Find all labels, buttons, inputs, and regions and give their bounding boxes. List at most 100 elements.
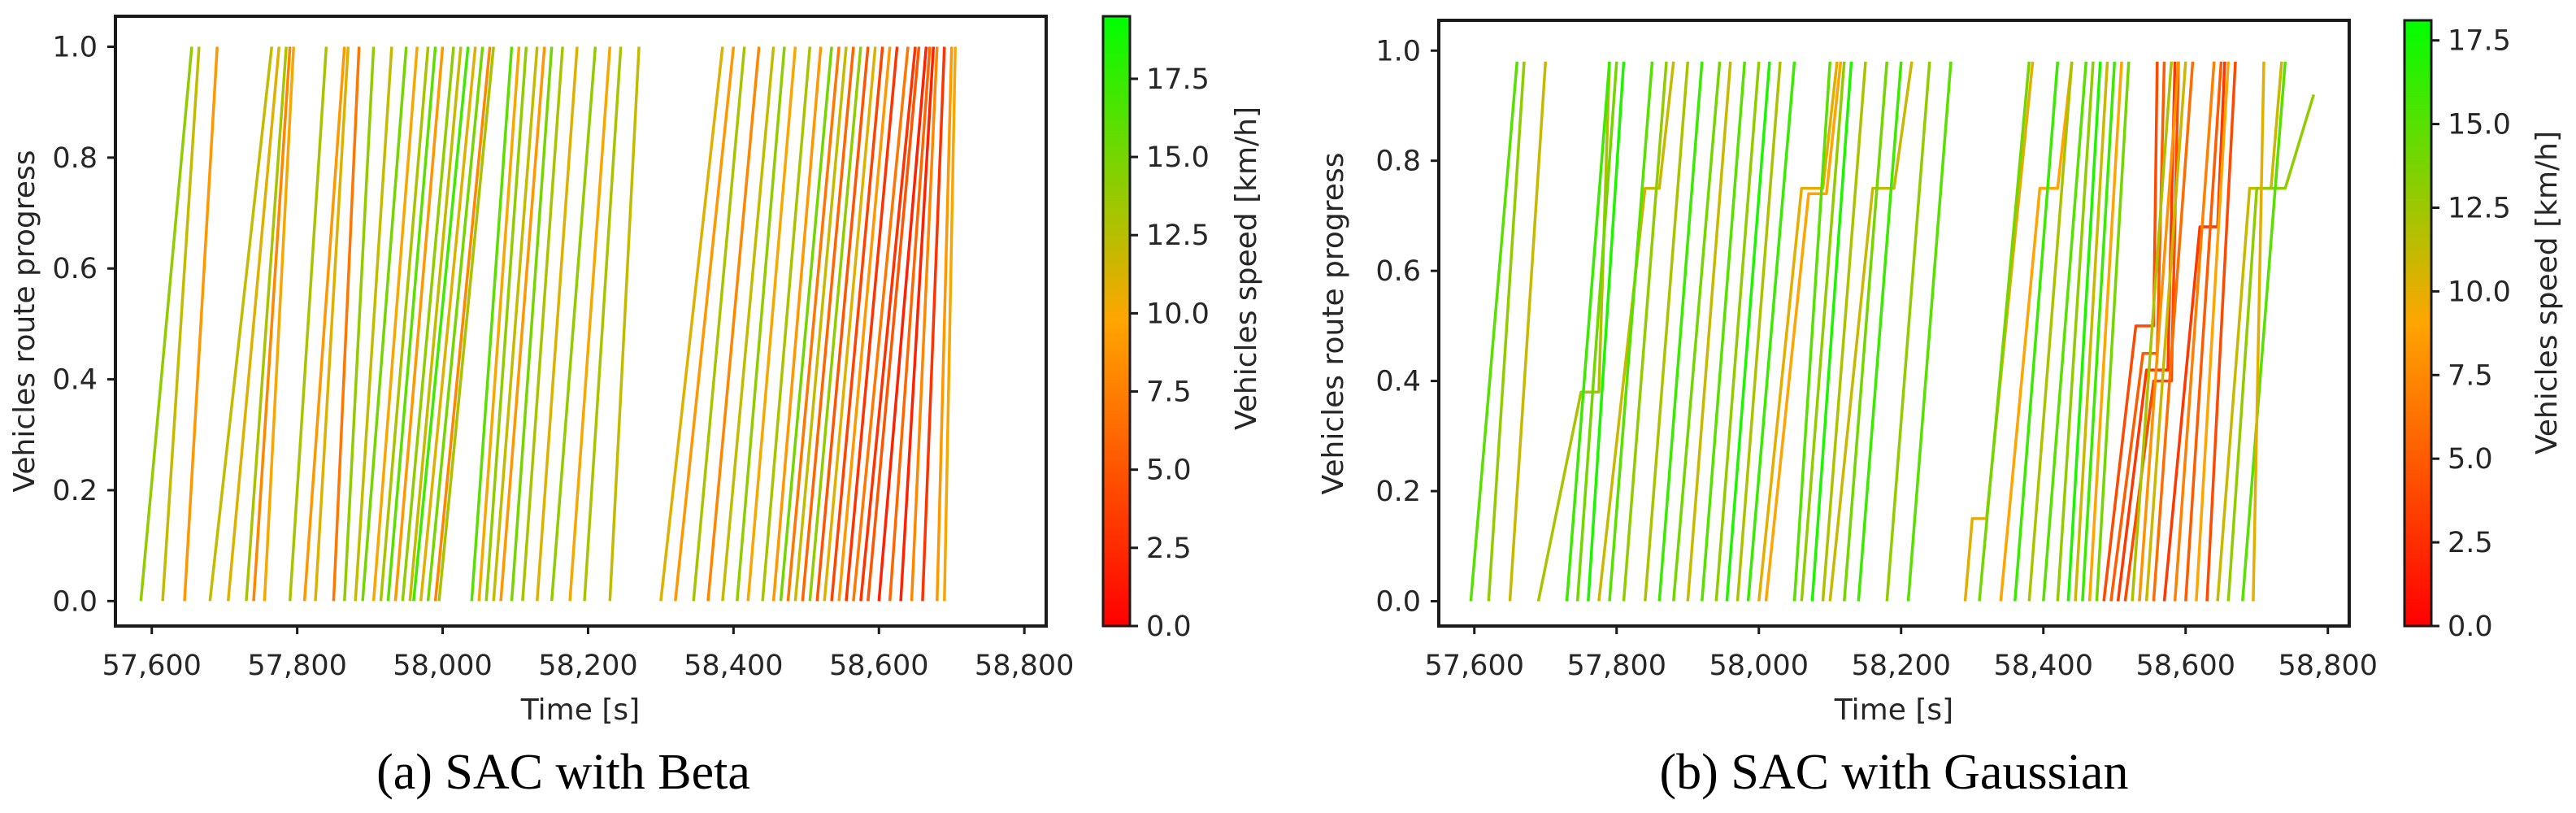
trajectory-b-34 [2027,61,2074,602]
trajectory-b-50 [2162,61,2226,602]
colorbar-ticks-a: 0.0 2.5 5.0 7.5 10.0 12.5 15.0 17.5 [1130,63,1210,643]
trajectory-b-46 [2131,61,2174,602]
y-ticks-a: 0.0 0.2 0.4 0.6 0.8 1.0 [52,32,115,618]
trajectory-a-26 [470,46,514,602]
trajectory-a-50 [801,46,855,602]
trajectory-a-66 [943,46,957,602]
trajectory-a-55 [837,46,892,602]
trajectory-a-10 [314,46,350,602]
trajectory-a-46 [771,46,823,602]
x-axis-label-b: Time [s] [1834,693,1953,727]
trajectory-a-41 [706,46,761,602]
colorbar-tick-label: 5.0 [1146,454,1192,487]
colorbar-tick-label: 0.0 [2448,611,2493,643]
trajectory-a-51 [808,46,862,602]
trajectory-b-26 [1843,61,1889,602]
trajectory-a-42 [721,46,775,602]
trajectory-a-1 [161,46,201,602]
trajectory-a-23 [426,46,484,602]
colorbar-a [1101,15,1132,628]
colorbar-label-b: Vehicles speed [km/h] [2530,131,2564,454]
trajectory-a-8 [288,46,328,602]
y-axis-label-b: Vehicles route progress [1317,153,1350,495]
y-axis-label-a: Vehicles route progress [8,150,41,493]
y-tick-label: 0.0 [1375,586,1421,619]
trajectory-a-63 [910,46,939,602]
y-tick-label: 1.0 [1375,35,1421,67]
trajectory-a-22 [419,46,477,602]
trajectory-b-42 [2102,61,2159,602]
x-tick-label: 58,800 [975,650,1074,682]
trajectory-b-7 [1597,61,1675,602]
trajectory-a-0 [139,46,193,602]
trajectory-a-25 [437,46,495,602]
colorbar-tick-label: 12.5 [1146,220,1210,252]
trajectory-a-48 [786,46,841,602]
colorbar-tick-label: 0.0 [1146,611,1192,643]
y-tick-label: 0.4 [52,364,98,397]
trajectory-b-22 [1800,61,1846,602]
trajectory-a-60 [877,46,928,602]
trajectory-b-30 [1963,61,2035,602]
trajectory-a-53 [823,46,877,602]
caption-a: (a) SAC with Beta [376,745,750,800]
trajectory-a-44 [746,46,797,602]
panel-b: 57,600 57,800 58,000 58,200 58,400 58,600 58,8… [1317,19,2564,800]
trajectory-b-35 [2042,61,2088,602]
x-ticks-b: 57,600 57,800 58,000 58,200 58,400 58,600 58,8… [1425,626,2378,682]
trajectory-a-31 [510,46,554,602]
colorbar-tick-label: 7.5 [2448,359,2493,392]
trajectory-b-36 [2056,61,2095,602]
x-tick-label: 58,400 [684,650,783,682]
trajectory-a-16 [379,46,430,602]
x-tick-label: 57,800 [247,650,346,682]
trajectory-a-24 [433,46,492,602]
x-tick-label: 58,000 [1709,650,1809,682]
trajectory-b-29 [1906,61,1953,602]
colorbar-label-a: Vehicles speed [km/h] [1230,107,1263,430]
trajectory-a-12 [343,46,376,602]
trajectory-b-1 [1487,61,1526,602]
y-tick-label: 0.2 [52,475,98,507]
trajectory-b-57 [2241,61,2287,602]
trajectory-b-19 [1757,61,1839,602]
x-tick-label: 58,200 [1852,650,1951,682]
x-tick-label: 58,400 [1994,650,2093,682]
panel-a: 57,600 57,800 58,000 58,200 58,400 58,600 58,8… [8,15,1263,800]
trajectory-b-41 [2095,61,2131,602]
trajectory-a-20 [408,46,463,602]
x-tick-label: 58,800 [2278,650,2378,682]
trajectory-b-54 [2205,61,2237,602]
trajectory-b-6 [1587,61,1626,602]
x-tick-label: 58,600 [2136,650,2235,682]
colorbar-tick-label: 2.5 [1146,533,1192,565]
trajectory-b-53 [2195,61,2231,602]
trajectory-b-20 [1764,61,1843,602]
trajectory-b-33 [2013,61,2060,602]
y-tick-label: 1.0 [52,32,98,64]
x-tick-label: 58,600 [829,650,928,682]
caption-b: (b) SAC with Gaussian [1660,745,2129,800]
x-ticks-a: 57,600 57,800 58,000 58,200 58,400 58,600 58,8… [102,626,1074,682]
trajectory-a-49 [793,46,848,602]
trajectory-a-19 [401,46,455,602]
y-tick-label: 0.6 [52,253,98,285]
x-axis-label-a: Time [s] [520,693,640,727]
trajectory-a-34 [550,46,597,602]
trajectory-a-29 [492,46,539,602]
trajectory-a-54 [830,46,884,602]
trajectory-a-27 [477,46,521,602]
trajectory-a-56 [845,46,899,602]
trajectory-b-39 [2081,61,2117,602]
trajectory-a-40 [692,46,746,602]
trajectory-a-14 [361,46,408,602]
trajectory-b-31 [1978,61,2031,602]
trajectory-a-59 [867,46,921,602]
y-tick-label: 0.8 [1375,146,1421,178]
colorbar-tick-label: 5.0 [2448,443,2493,476]
trajectory-b-48 [2144,61,2187,602]
trajectory-a-18 [393,46,445,602]
trajectory-a-45 [761,46,812,602]
trajectory-b-13 [1686,61,1732,602]
